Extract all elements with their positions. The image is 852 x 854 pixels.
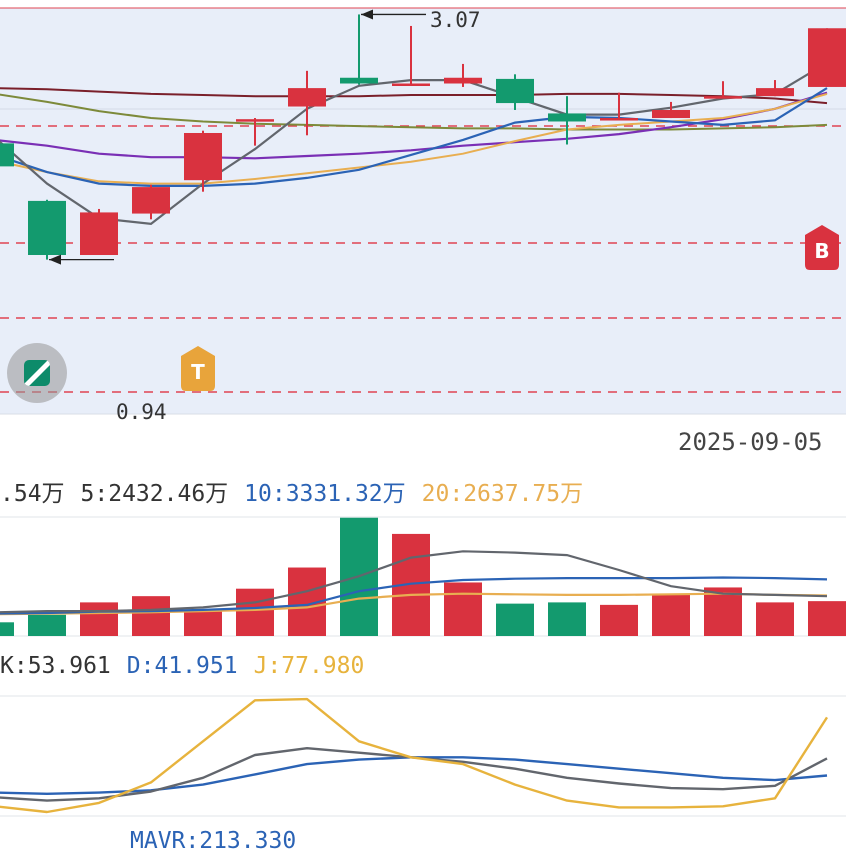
- volume-bar: [236, 588, 274, 636]
- candle-body: [288, 88, 326, 107]
- marker-t-label: T: [191, 360, 205, 384]
- kdj-legend-item: J:77.980: [253, 653, 365, 679]
- candle-body: [548, 113, 586, 122]
- kdj-legend: K:53.961 D:41.951 J:77.980: [0, 653, 380, 679]
- volume-bar: [548, 602, 586, 636]
- kdj-legend-item: K:53.961: [0, 653, 111, 679]
- candle-body: [80, 212, 118, 256]
- volume-bar: [808, 601, 846, 636]
- candle-body: [652, 109, 690, 119]
- price-ma20-line: [0, 92, 828, 185]
- mavr-label: MAVR:213.330: [130, 828, 297, 854]
- candle-body: [132, 187, 170, 214]
- volume-legend-item: 20:2637.75万: [421, 481, 584, 507]
- marker-b-shape: [805, 225, 839, 270]
- candle-body: [340, 77, 378, 84]
- kdj-lines: [0, 697, 829, 814]
- dashed-levels: [0, 125, 846, 393]
- volume-bar: [496, 603, 534, 636]
- volume-legend-item: 5:2432.46万: [80, 481, 229, 507]
- volume-bar: [132, 596, 170, 636]
- volume-legend-item: 10:3331.32万: [244, 481, 406, 507]
- candle-body: [756, 88, 794, 97]
- candle-body: [184, 132, 222, 181]
- draw-tool-button[interactable]: [7, 343, 67, 403]
- low-pointer-arrow: [49, 254, 61, 265]
- candle-body: [704, 96, 742, 99]
- candle-body: [600, 118, 638, 121]
- price-ma_purple-line: [0, 91, 828, 160]
- high-price-label: 3.07: [430, 8, 481, 32]
- candle-body: [496, 78, 534, 104]
- marker-t-shape: [181, 346, 215, 391]
- kdj-j-line: [0, 697, 829, 814]
- volume-bar: [756, 602, 794, 636]
- candle-body: [808, 28, 846, 87]
- volume-bar: [0, 622, 14, 636]
- candle-body: [236, 119, 274, 122]
- volume-ma5-line: [0, 550, 828, 614]
- candle-body: [28, 200, 66, 256]
- volume-bar: [28, 614, 66, 636]
- annotations: TB: [49, 9, 839, 391]
- high-pointer-arrow: [361, 9, 373, 20]
- candlesticks: [0, 14, 846, 260]
- low-price-label: 0.94: [116, 400, 167, 424]
- price-ma_maroon-line: [0, 87, 828, 105]
- draw-tool-icon: [24, 360, 50, 386]
- kdj-legend-item: D:41.951: [126, 653, 238, 679]
- volume-legend-item: .54万: [0, 481, 65, 507]
- bottom-legend: MAVR:213.330: [130, 828, 312, 854]
- marker-b-label: B: [814, 239, 829, 263]
- candle-body: [444, 77, 482, 84]
- volume-bar: [600, 604, 638, 636]
- volume-ma-lines: [0, 550, 828, 616]
- volume-bar: [652, 593, 690, 636]
- volume-bar: [184, 609, 222, 636]
- volume-bar: [444, 582, 482, 636]
- volume-ma20-line: [0, 592, 828, 616]
- candle-body: [392, 83, 430, 87]
- volume-bar: [80, 602, 118, 636]
- volume-bars: [0, 517, 846, 636]
- date-label: 2025-09-05: [678, 428, 823, 456]
- price-ma_olive-line: [0, 93, 828, 131]
- price-panel-bg: [0, 8, 846, 414]
- volume-legend: .54万 5:2432.46万 10:3331.32万 20:2637.75万: [0, 474, 599, 508]
- candle-body: [0, 143, 14, 167]
- volume-bar: [704, 587, 742, 636]
- price-ma10-line: [0, 87, 828, 187]
